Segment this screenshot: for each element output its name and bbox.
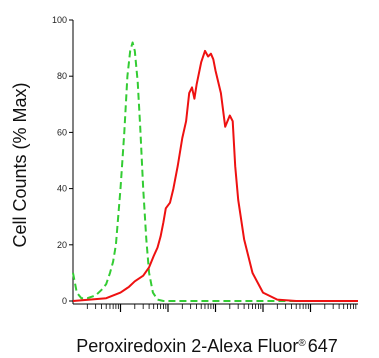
y-tick-label: 0 xyxy=(62,296,67,306)
x-axis-title: Peroxiredoxin 2-Alexa Fluor® 647 xyxy=(76,336,338,356)
series-line-solid xyxy=(72,49,358,302)
x-axis-title-mark: ® xyxy=(298,338,306,349)
y-tick-label: 100 xyxy=(52,15,67,25)
y-tick-label: 80 xyxy=(57,71,67,81)
y-tick-label: 40 xyxy=(57,184,67,194)
y-tick-label: 20 xyxy=(57,240,67,250)
x-axis-title-suffix: 647 xyxy=(308,336,338,356)
y-axis-title: Cell Counts (% Max) xyxy=(10,82,30,247)
series-line-dashed xyxy=(72,41,358,302)
x-axis-title-text: Peroxiredoxin 2-Alexa Fluor xyxy=(76,336,298,356)
y-tick-label: 60 xyxy=(57,127,67,137)
plot-area: 0 20 40 60 80 100 xyxy=(52,15,358,312)
